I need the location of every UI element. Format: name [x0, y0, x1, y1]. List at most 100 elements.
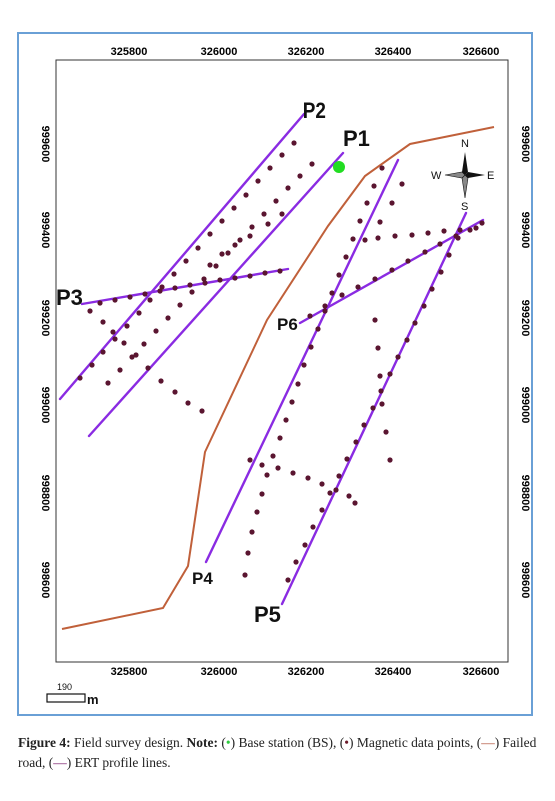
legend-road-line-icon: — — [481, 735, 495, 750]
scale-bar-value: 190 — [57, 682, 72, 692]
magnetic-data-point — [352, 500, 358, 506]
magnetic-data-point — [305, 475, 311, 481]
magnetic-data-point — [336, 473, 342, 479]
magnetic-data-point — [357, 218, 363, 224]
magnetic-data-point — [159, 284, 165, 290]
legend-bs-dot-icon: • — [225, 735, 231, 750]
magnetic-data-point — [302, 542, 308, 548]
magnetic-data-point — [389, 267, 395, 273]
y-tick-label: 998600 — [39, 562, 51, 599]
magnetic-data-point — [270, 453, 276, 459]
magnetic-data-point — [141, 341, 147, 347]
y-tick-label-right: 999200 — [519, 300, 531, 337]
magnetic-data-point — [153, 328, 159, 334]
magnetic-data-point — [262, 270, 268, 276]
x-tick-label: 326600 — [463, 46, 500, 58]
compass-w: W — [431, 170, 442, 182]
magnetic-data-point — [370, 405, 376, 411]
y-tick-label-right: 998600 — [519, 562, 531, 599]
magnetic-data-point — [372, 317, 378, 323]
magnetic-data-point — [329, 290, 335, 296]
north-arrow-compass: N S W E — [431, 138, 494, 213]
magnetic-data-point — [425, 230, 431, 236]
magnetic-data-point — [421, 303, 427, 309]
magnetic-data-point — [277, 435, 283, 441]
magnetic-data-point — [187, 282, 193, 288]
x-axis: 325800 325800 326000 326000 326200 326200 3264… — [111, 46, 500, 678]
magnetic-data-point — [473, 225, 479, 231]
magnetic-data-point — [136, 310, 142, 316]
magnetic-data-point — [387, 371, 393, 377]
plot-area — [55, 59, 509, 663]
magnetic-data-point — [117, 367, 123, 373]
magnetic-data-point — [110, 329, 116, 335]
magnetic-data-point — [285, 577, 291, 583]
magnetic-data-point — [202, 280, 208, 286]
x-tick-label-bottom: 326000 — [201, 666, 238, 678]
magnetic-data-point — [199, 408, 205, 414]
magnetic-data-point — [89, 362, 95, 368]
profile-labels: P2 P1 P3 P6 P4 P5 — [56, 99, 370, 627]
magnetic-data-point — [437, 241, 443, 247]
y-tick-label-right: 999400 — [519, 212, 531, 249]
magnetic-data-point — [283, 417, 289, 423]
profile-label-p1: P1 — [343, 126, 370, 151]
magnetic-data-point — [479, 220, 485, 226]
magnetic-data-point — [273, 198, 279, 204]
x-tick-label: 326000 — [201, 46, 238, 58]
magnetic-data-point — [231, 205, 237, 211]
magnetic-data-point — [297, 173, 303, 179]
magnetic-data-point — [264, 472, 270, 478]
magnetic-data-point — [344, 456, 350, 462]
magnetic-data-point — [404, 337, 410, 343]
compass-e: E — [487, 170, 494, 182]
magnetic-data-point — [249, 529, 255, 535]
magnetic-data-point — [371, 183, 377, 189]
map-frame — [17, 32, 533, 716]
base-station-marker — [333, 161, 345, 173]
magnetic-data-point — [379, 165, 385, 171]
magnetic-data-point — [177, 302, 183, 308]
magnetic-data-point — [100, 349, 106, 355]
magnetic-data-point — [285, 185, 291, 191]
x-tick-label: 326400 — [375, 46, 412, 58]
magnetic-data-point — [395, 354, 401, 360]
magnetic-data-point — [279, 152, 285, 158]
scale-bar: 190 m — [46, 682, 99, 707]
magnetic-data-point — [301, 362, 307, 368]
magnetic-data-point — [467, 227, 473, 233]
magnetic-data-point — [405, 258, 411, 264]
magnetic-data-point — [87, 308, 93, 314]
magnetic-data-point — [346, 493, 352, 499]
magnetic-data-point — [307, 313, 313, 319]
magnetic-data-point — [97, 300, 103, 306]
magnetic-data-point — [438, 269, 444, 275]
magnetic-data-point — [158, 378, 164, 384]
profile-label-p6: P6 — [277, 315, 298, 334]
magnetic-data-point — [353, 439, 359, 445]
magnetic-data-point — [291, 140, 297, 146]
magnetic-data-point — [309, 161, 315, 167]
y-tick-label: 999600 — [39, 126, 51, 163]
magnetic-data-point — [412, 320, 418, 326]
magnetic-data-point — [112, 297, 118, 303]
magnetic-data-point — [379, 401, 385, 407]
failed-road — [61, 126, 495, 630]
magnetic-data-point — [315, 326, 321, 332]
profile-line-p4 — [204, 158, 400, 564]
magnetic-data-point — [254, 509, 260, 515]
profile-line-p1 — [87, 151, 345, 438]
caption-road: ) Failed road, ( — [18, 735, 537, 770]
magnetic-data-point — [355, 284, 361, 290]
magnetic-data-point — [339, 292, 345, 298]
magnetic-data-point — [237, 237, 243, 243]
caption-bs: Base station (BS), ( — [235, 735, 345, 750]
magnetic-data-point — [219, 251, 225, 257]
magnetic-data-point — [165, 315, 171, 321]
x-tick-label-bottom: 325800 — [111, 666, 148, 678]
magnetic-data-point — [333, 487, 339, 493]
x-tick-label-bottom: 326600 — [463, 666, 500, 678]
magnetic-data-point — [112, 336, 118, 342]
x-tick-label: 325800 — [111, 46, 148, 58]
